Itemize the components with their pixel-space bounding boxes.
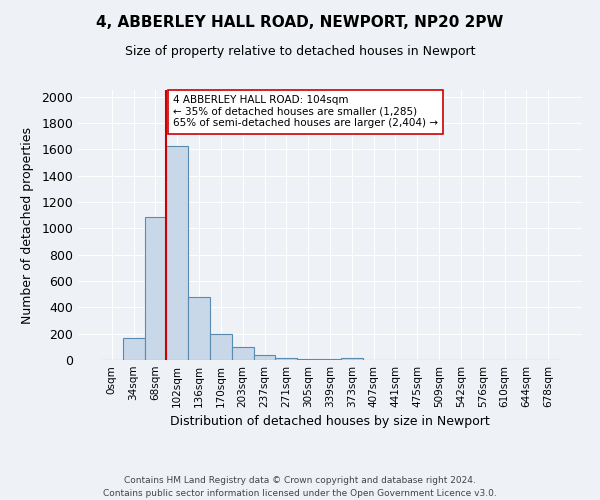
Bar [123, 338, 145, 360]
Text: Size of property relative to detached houses in Newport: Size of property relative to detached ho… [125, 45, 475, 58]
Text: 4 ABBERLEY HALL ROAD: 104sqm
← 35% of detached houses are smaller (1,285)
65% of: 4 ABBERLEY HALL ROAD: 104sqm ← 35% of de… [173, 96, 438, 128]
Text: 4, ABBERLEY HALL ROAD, NEWPORT, NP20 2PW: 4, ABBERLEY HALL ROAD, NEWPORT, NP20 2PW [97, 15, 503, 30]
Bar [145, 217, 166, 360]
Bar [210, 334, 232, 360]
Y-axis label: Number of detached properties: Number of detached properties [22, 126, 34, 324]
Text: Contains public sector information licensed under the Open Government Licence v3: Contains public sector information licen… [103, 488, 497, 498]
Bar [188, 297, 210, 360]
Bar [341, 358, 363, 360]
Bar [232, 347, 254, 360]
Bar [254, 354, 275, 360]
Text: Contains HM Land Registry data © Crown copyright and database right 2024.: Contains HM Land Registry data © Crown c… [124, 476, 476, 485]
Bar [275, 358, 297, 360]
X-axis label: Distribution of detached houses by size in Newport: Distribution of detached houses by size … [170, 416, 490, 428]
Bar [166, 146, 188, 360]
